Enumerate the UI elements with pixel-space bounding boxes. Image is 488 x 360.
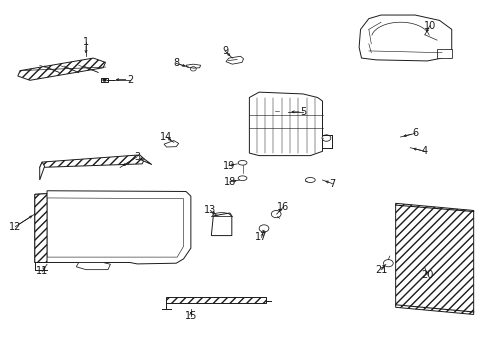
Text: 6: 6: [411, 129, 417, 138]
Text: 17: 17: [255, 232, 267, 242]
Polygon shape: [211, 213, 231, 235]
Text: 19: 19: [223, 161, 235, 171]
Text: 10: 10: [423, 21, 435, 31]
Text: 18: 18: [224, 177, 236, 187]
Text: 20: 20: [420, 270, 433, 280]
Polygon shape: [40, 162, 44, 180]
Circle shape: [322, 135, 330, 141]
Circle shape: [383, 260, 392, 267]
Polygon shape: [18, 58, 105, 80]
Polygon shape: [140, 159, 152, 165]
Text: 9: 9: [222, 46, 227, 56]
Text: 14: 14: [160, 132, 172, 142]
Polygon shape: [40, 155, 144, 167]
Polygon shape: [436, 49, 451, 58]
Polygon shape: [35, 194, 47, 262]
Text: 11: 11: [36, 266, 48, 276]
Ellipse shape: [238, 161, 246, 165]
Text: 21: 21: [374, 265, 386, 275]
Text: 5: 5: [299, 107, 305, 117]
Polygon shape: [166, 297, 266, 303]
Text: 13: 13: [204, 206, 216, 216]
Text: 12: 12: [9, 222, 21, 231]
Text: 7: 7: [328, 179, 335, 189]
Polygon shape: [76, 262, 110, 270]
Polygon shape: [35, 191, 190, 264]
Text: 1: 1: [83, 37, 89, 47]
Circle shape: [103, 79, 106, 81]
Text: 8: 8: [173, 58, 179, 68]
Ellipse shape: [238, 176, 246, 180]
Polygon shape: [249, 92, 322, 156]
Circle shape: [271, 211, 281, 218]
Text: 2: 2: [126, 75, 133, 85]
Text: 3: 3: [134, 152, 140, 162]
Polygon shape: [163, 140, 178, 147]
Polygon shape: [395, 203, 473, 315]
Ellipse shape: [305, 177, 315, 183]
Text: 15: 15: [184, 311, 197, 321]
Polygon shape: [185, 64, 200, 68]
Polygon shape: [225, 56, 243, 64]
Polygon shape: [358, 15, 451, 61]
Text: 4: 4: [421, 146, 427, 156]
Bar: [101, 78, 108, 82]
Text: 16: 16: [277, 202, 289, 212]
Ellipse shape: [277, 109, 289, 114]
Circle shape: [259, 225, 268, 232]
